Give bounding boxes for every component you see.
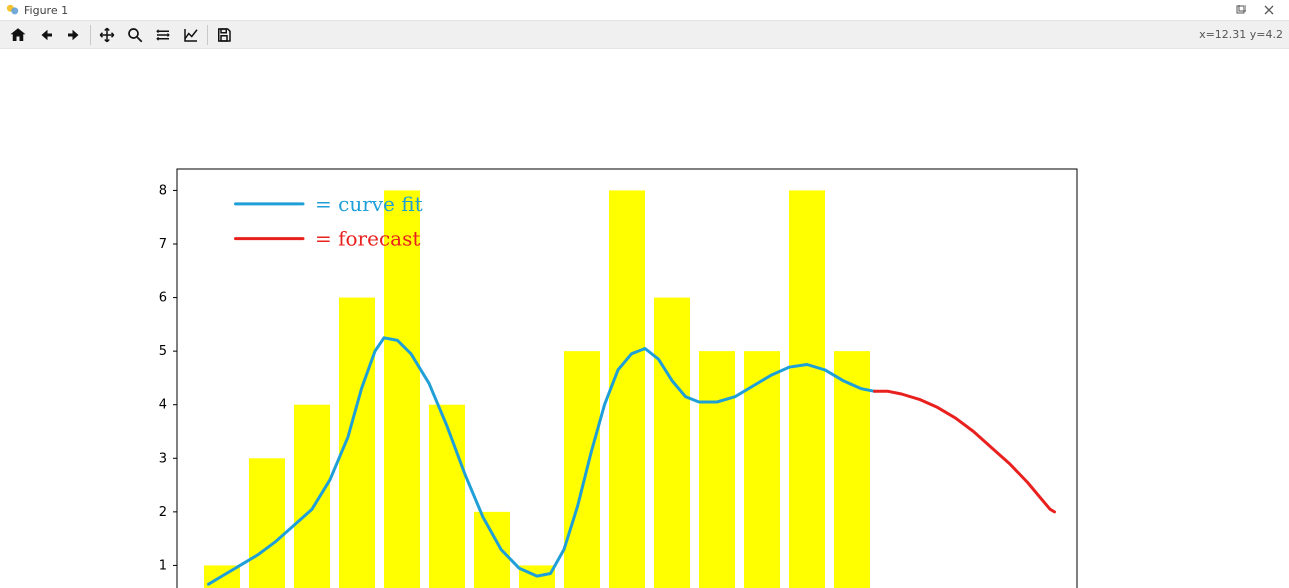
bar [789,190,825,588]
bar [429,405,465,588]
ytick-label: 2 [159,505,167,520]
pan-icon[interactable] [93,22,121,47]
subplots-icon[interactable] [149,22,177,47]
bar [249,458,285,588]
window-maximize-button[interactable] [1227,1,1255,19]
app-icon [6,3,20,17]
ytick-label: 1 [159,558,167,573]
home-icon[interactable] [4,22,32,47]
ytick-label: 7 [159,237,167,252]
matplotlib-toolbar: x=12.31 y=4.2 [0,20,1289,49]
chart-svg: 0123456780.02.55.07.510.012.515.017.5= c… [0,49,1289,588]
toolbar-separator [207,25,208,45]
window-title: Figure 1 [24,4,68,17]
ytick-label: 4 [159,398,167,413]
cursor-coordinates: x=12.31 y=4.2 [1199,28,1285,41]
ytick-label: 5 [159,344,167,359]
zoom-icon[interactable] [121,22,149,47]
bar [699,351,735,588]
bar [654,298,690,588]
bar [834,351,870,588]
ytick-label: 3 [159,451,167,466]
window-titlebar: Figure 1 [0,0,1289,20]
legend-label: = curve fit [315,192,423,216]
ytick-label: 8 [159,183,167,198]
back-icon[interactable] [32,22,60,47]
bar [564,351,600,588]
legend-label: = forecast [315,227,420,251]
ytick-label: 6 [159,291,167,306]
bar [609,190,645,588]
forward-icon[interactable] [60,22,88,47]
figure-canvas[interactable]: 0123456780.02.55.07.510.012.515.017.5= c… [0,49,1289,588]
axes-icon[interactable] [177,22,205,47]
bar [474,512,510,588]
bar [294,405,330,588]
toolbar-separator [90,25,91,45]
window-close-button[interactable] [1255,1,1283,19]
save-icon[interactable] [210,22,238,47]
